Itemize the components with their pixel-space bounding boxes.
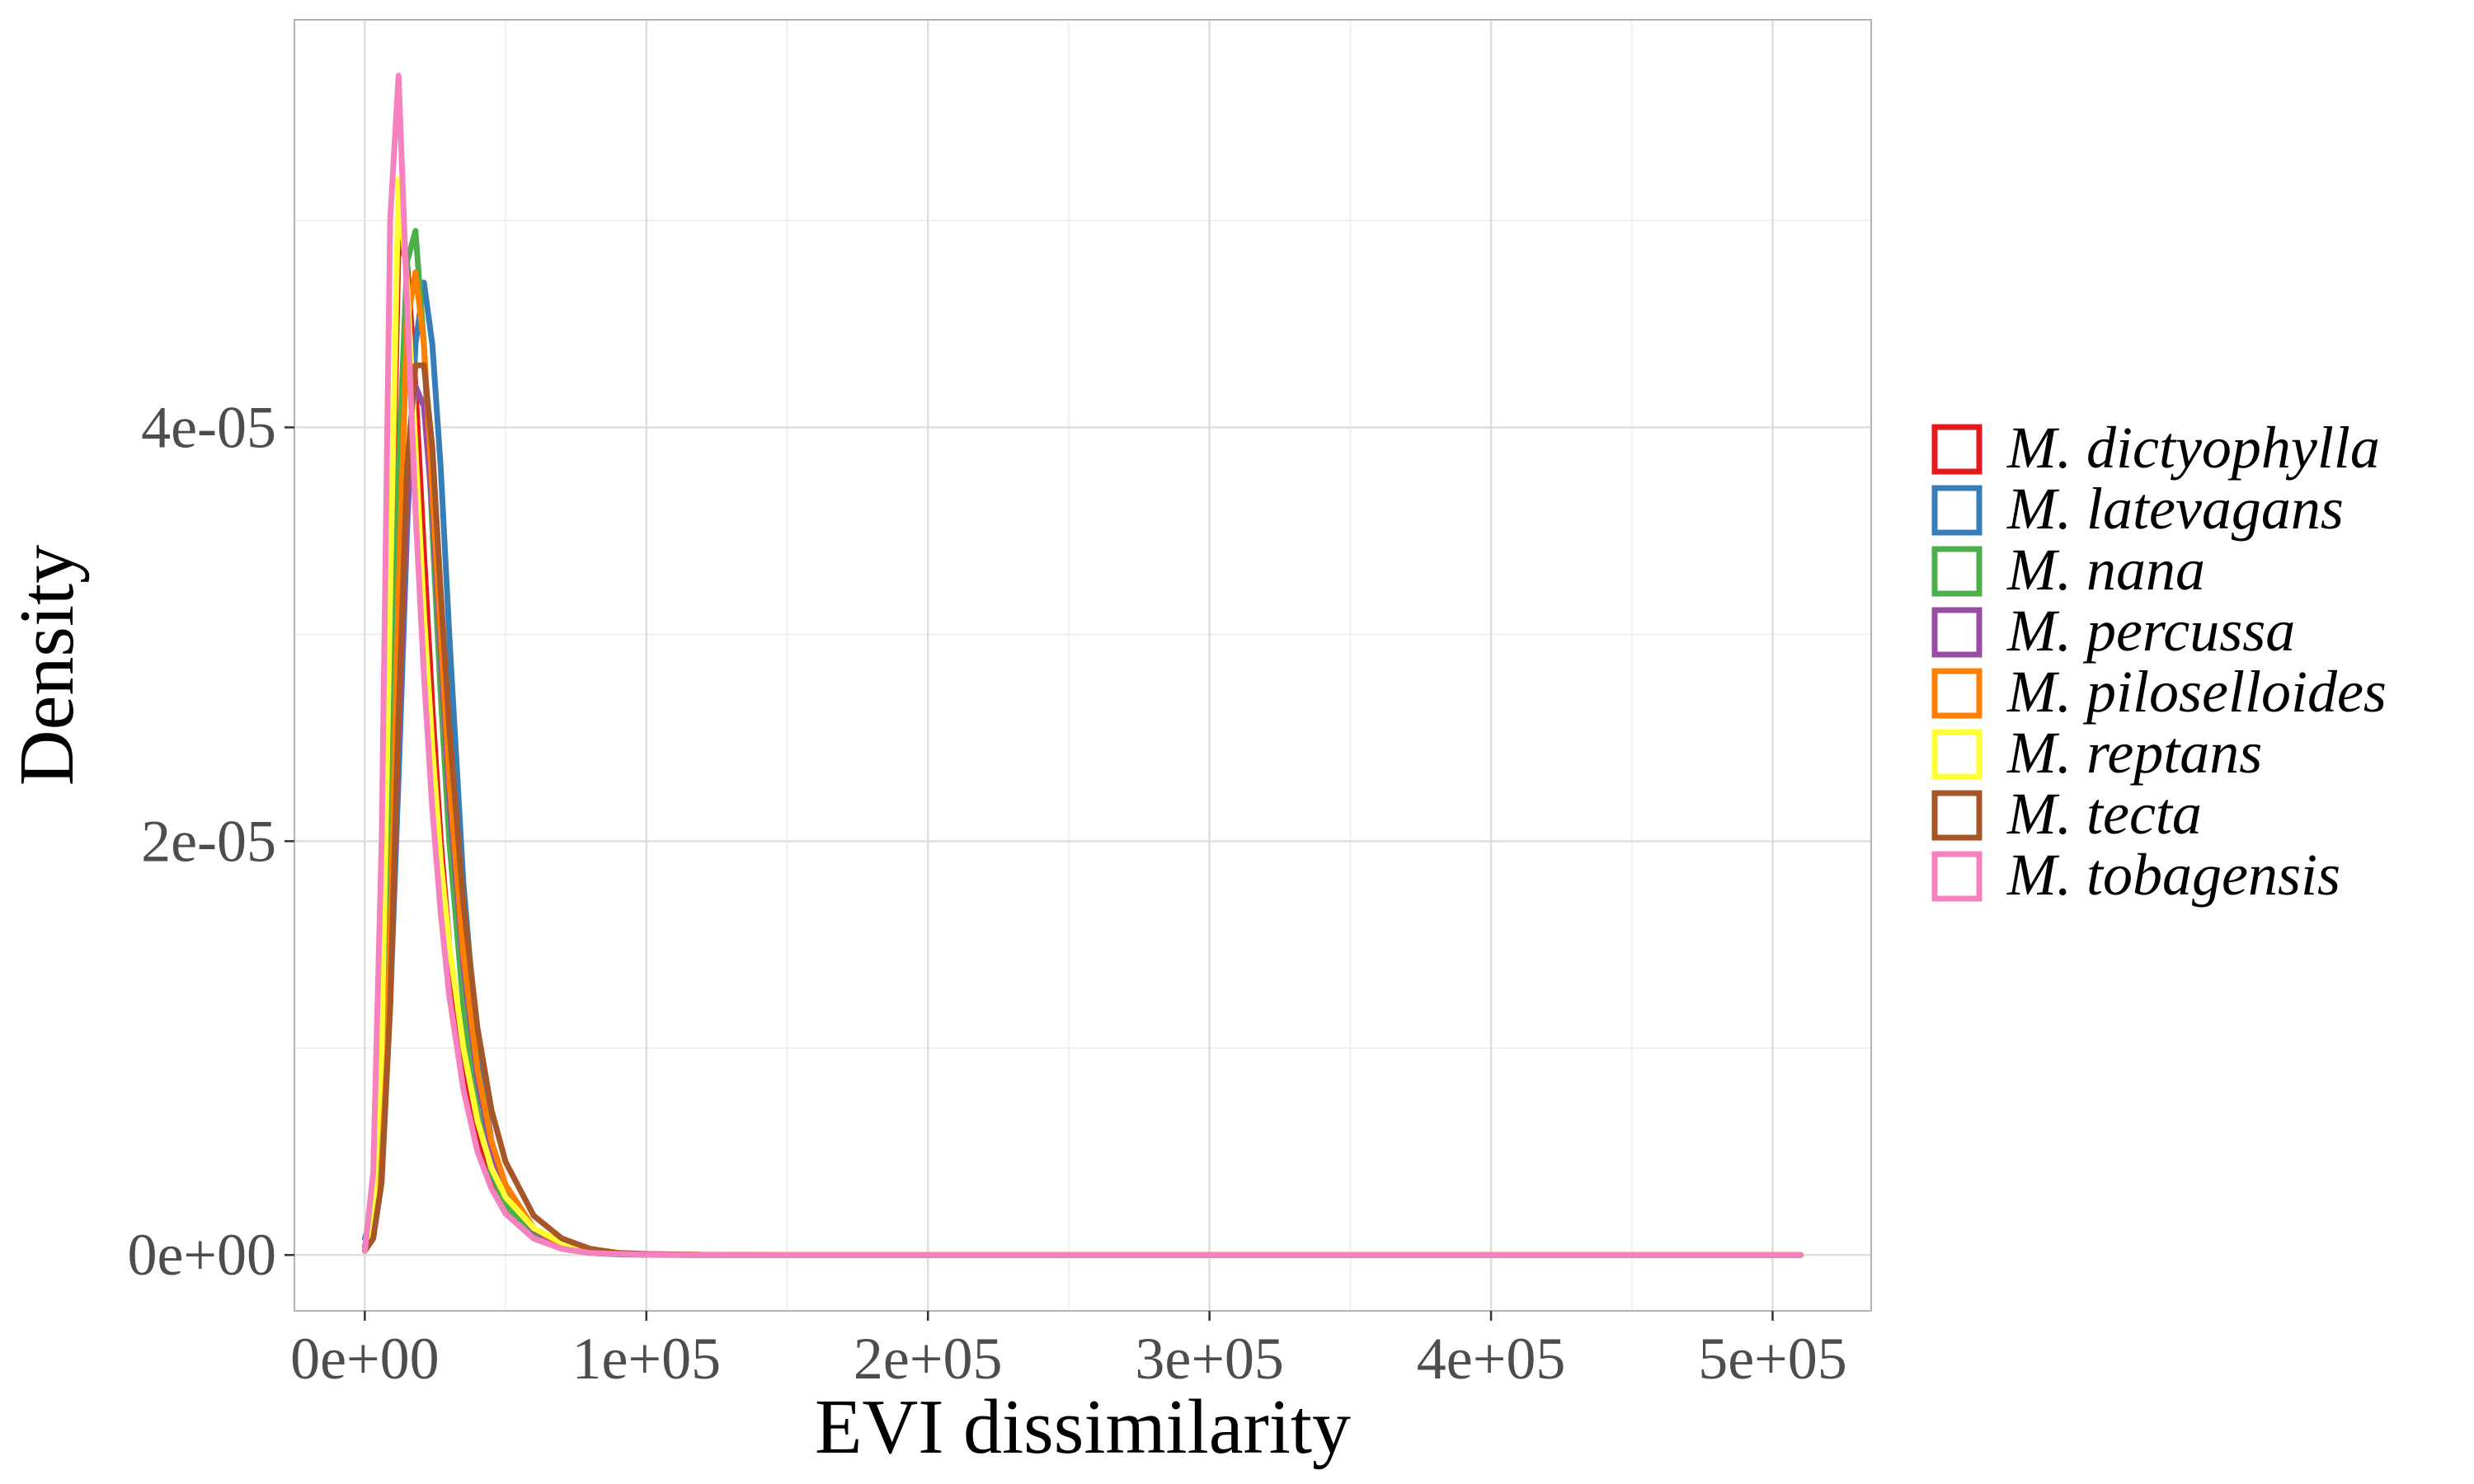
x-axis-title: EVI dissimilarity [815,1384,1351,1470]
legend-label: M. piloselloides [2006,659,2387,725]
legend-key [1931,546,1982,597]
legend-key [1931,485,1982,536]
x-tick-label: 2e+05 [854,1326,1003,1392]
x-tick-label: 4e+05 [1417,1326,1566,1392]
legend-label: M. nana [2006,537,2205,603]
legend-label: M. tobagensis [2006,842,2340,908]
legend-key [1931,424,1982,475]
y-axis-title: Density [4,545,90,786]
legend-label: M. latevagans [2006,476,2344,542]
legend-label: M. reptans [2006,720,2262,786]
x-axis: 0e+00 1e+05 2e+05 3e+05 4e+05 5e+05 [290,1311,1847,1392]
grid [294,20,1871,1311]
y-tick-label: 0e+00 [127,1222,276,1288]
legend-label: M. percussa [2006,598,2295,664]
density-line [361,383,1804,1258]
density-line [361,362,1804,1258]
legend-label: M. dictyophylla [2006,415,2380,481]
x-tick-label: 3e+05 [1135,1326,1284,1392]
y-tick-label: 2e-05 [141,808,276,874]
y-tick-label: 4e-05 [141,394,276,460]
plot-panel-border [294,19,1872,1312]
density-line [361,269,1804,1258]
density-line [361,73,1804,1258]
density-line [361,228,1804,1258]
legend-key [1931,668,1982,719]
legend-label: M. tecta [2006,781,2202,847]
legend-key [1931,790,1982,841]
x-tick-label: 5e+05 [1698,1326,1847,1392]
x-tick-label: 0e+00 [290,1326,440,1392]
density-line [361,176,1804,1258]
legend-key [1931,607,1982,658]
density-line [361,238,1804,1258]
y-axis: 0e+00 2e-05 4e-05 [127,394,294,1288]
legend-key [1931,729,1982,780]
legend-key [1931,851,1982,902]
x-tick-label: 1e+05 [572,1326,722,1392]
density-curves [361,73,1804,1258]
